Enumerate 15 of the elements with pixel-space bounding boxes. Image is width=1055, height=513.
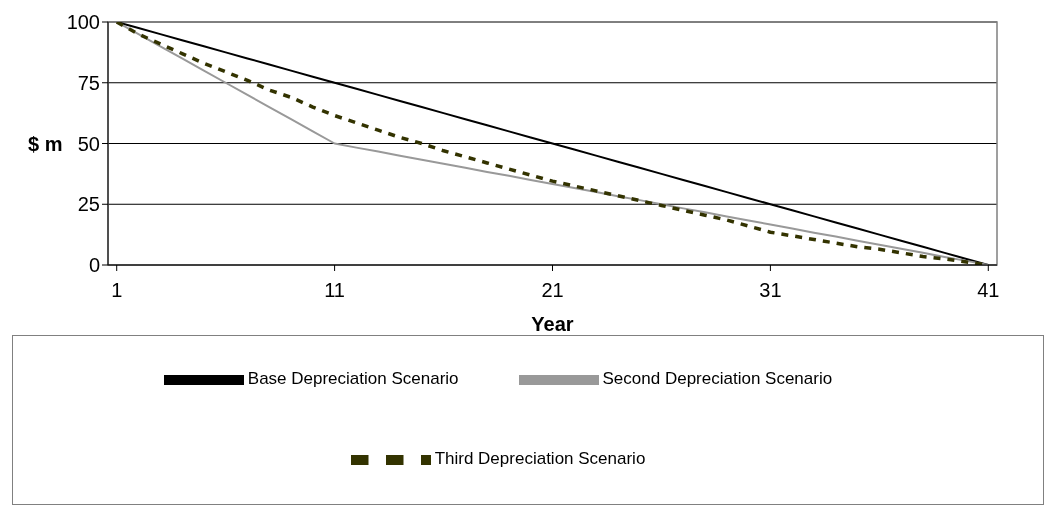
legend-label: Base Depreciation Scenario (247, 369, 459, 389)
y-tick-label: 0 (88, 254, 100, 277)
x-tick-label: 31 (759, 279, 782, 302)
legend-label: Second Depreciation Scenario (602, 369, 833, 389)
y-tick-label: 75 (77, 71, 100, 94)
y-tick-label: 25 (77, 193, 100, 216)
y-tick-label: 100 (66, 11, 100, 34)
x-axis-title: Year (531, 313, 574, 335)
x-tick-label: 41 (977, 279, 1000, 302)
x-tick-label: 1 (111, 279, 123, 302)
x-tick-label: 21 (541, 279, 564, 302)
x-tick-label: 11 (324, 279, 345, 302)
y-axis-title: $ m (28, 132, 63, 155)
legend-label: Third Depreciation Scenario (434, 449, 646, 469)
y-tick-label: 50 (77, 132, 100, 155)
